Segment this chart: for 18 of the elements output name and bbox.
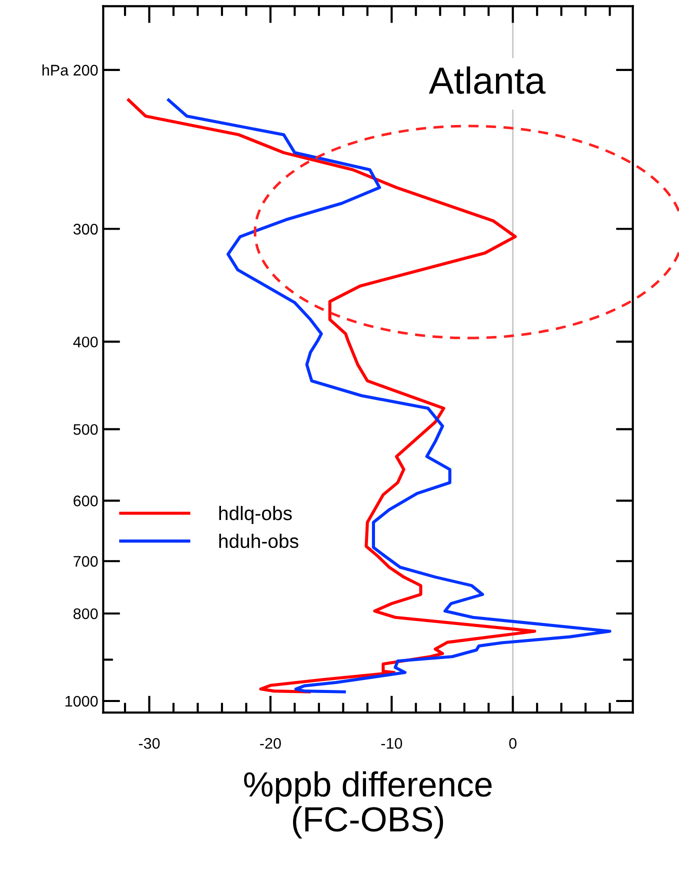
x-tick-label: -10 <box>381 738 402 749</box>
line-series <box>167 98 612 694</box>
y-tick-label: 400 <box>73 336 98 348</box>
x-tick-label: -30 <box>138 738 160 749</box>
y-tick-label: 500 <box>73 424 98 435</box>
y-tick-label: 700 <box>74 556 98 567</box>
y-tick-label: 800 <box>74 608 98 620</box>
text: Atlanta <box>428 66 546 94</box>
x-axis-title: %ppb difference (FC-OBS) <box>244 771 492 838</box>
x-tick-label: -20 <box>260 738 281 749</box>
y-tick-label: 600 <box>74 496 98 506</box>
y-tick-label: 1000 <box>66 696 98 707</box>
y-tick-label: 300 <box>73 224 98 235</box>
legend-label: hdlq-obs <box>219 506 292 524</box>
x-tick-label: 0 <box>509 738 516 749</box>
line-series <box>127 98 536 694</box>
legend-label: hduh-obs <box>219 534 298 548</box>
y-tick-label: hPa 200 <box>42 64 98 76</box>
